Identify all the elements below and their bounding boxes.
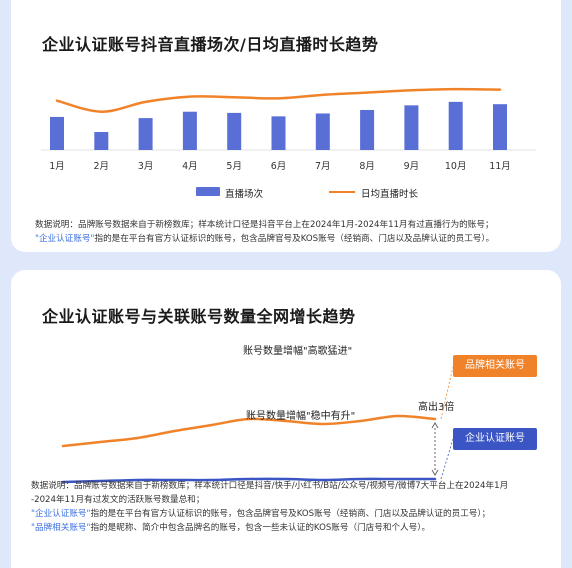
legend-line: [329, 191, 355, 193]
note-line: "品牌相关账号"指的是昵称、简介中包含品牌名的账号，包含一些未认证的KOS账号（…: [31, 521, 556, 535]
series-line: [55, 87, 502, 113]
bar: [360, 109, 375, 150]
data-note: 数据说明：品牌账号数据来自于新榜数库；样本统计口径是抖音/快手/小红书/B站/公…: [31, 479, 556, 535]
x-tick-label: 2月: [94, 161, 110, 172]
note-text: 指的是在平台有官方认证标识的账号，包含品牌官号及KOS账号（经销商、门店以及品牌…: [94, 234, 495, 244]
ratio-arrow-head: [431, 422, 439, 429]
note-text: 指的是昵称、简介中包含品牌名的账号，包含一些未认证的KOS账号（门店号和个人号）…: [90, 523, 431, 533]
series-line-enterprise: [61, 477, 437, 484]
bar: [493, 104, 507, 150]
annotation-ratio: 高出3倍: [418, 402, 455, 413]
note-highlight: "品牌相关账号": [31, 523, 91, 533]
bar: [50, 116, 64, 150]
note-highlight: "企业认证账号": [35, 234, 95, 244]
bar: [182, 111, 197, 150]
x-tick-label: 3月: [138, 161, 154, 172]
x-tick-label: 4月: [182, 161, 198, 172]
note-highlight: "企业认证账号": [31, 509, 91, 519]
bar: [94, 132, 109, 150]
x-tick-label: 9月: [404, 161, 420, 172]
note-line: 数据说明：品牌账号数据来自于新榜数库；样本统计口径是抖音平台上在2024年1月-…: [35, 220, 494, 230]
bar: [227, 112, 242, 150]
bar: [138, 118, 153, 150]
legend-box-enterprise: 企业认证账号: [453, 428, 537, 450]
legend-line-label: 日均直播时长: [361, 189, 419, 200]
note-line: "企业认证账号"指的是在平台有官方认证标识的账号，包含品牌官号及KOS账号（经销…: [35, 232, 555, 246]
note-line: "企业认证账号"指的是在平台有官方认证标识的账号，包含品牌官号及KOS账号（经销…: [31, 507, 556, 521]
chart-title: 企业认证账号抖音直播场次/日均直播时长趋势: [42, 35, 379, 54]
note-line: 数据说明：品牌账号数据来自于新榜数库；样本统计口径是抖音/快手/小红书/B站/公…: [31, 481, 509, 491]
x-tick-label: 11月: [489, 161, 511, 172]
x-tick-label: 1月: [49, 161, 65, 172]
x-tick-label: 6月: [271, 161, 287, 172]
annotation-bottom: 账号数量增幅"稳中有升": [246, 411, 356, 422]
legend-box-brand-related: 品牌相关账号: [453, 355, 537, 377]
legend-bar-label: 直播场次: [225, 189, 264, 200]
annotation-top: 账号数量增幅"高歌猛进": [243, 346, 353, 357]
data-note: 数据说明：品牌账号数据来自于新榜数库；样本统计口径是抖音平台上在2024年1月-…: [35, 218, 555, 246]
connector-line: [440, 438, 454, 480]
legend-bar: [196, 187, 220, 196]
note-line: -2024年11月有过发文的活跃账号数量总和；: [31, 495, 205, 505]
x-tick-label: 8月: [359, 161, 375, 172]
bar: [404, 105, 419, 150]
x-tick-label: 5月: [226, 161, 242, 172]
x-tick-label: 7月: [315, 161, 331, 172]
chart-card-live: 企业认证账号抖音直播场次/日均直播时长趋势 1月 2月 3月 4月 5月 6月 7月 8月 9月…: [11, 0, 561, 252]
x-tick-label: 10月: [445, 161, 467, 172]
chart-card-accounts: 企业认证账号与关联账号数量全网增长趋势 1月2月3月4月5月6月7月8月9月10…: [11, 270, 561, 568]
bar: [448, 101, 463, 150]
connector-line: [440, 366, 454, 420]
note-text: 指的是在平台有官方认证标识的账号，包含品牌官号及KOS账号（经销商、门店以及品牌…: [90, 509, 491, 519]
series-line-brand-related: [61, 414, 437, 448]
ratio-arrow-head: [431, 469, 439, 476]
chart-title: 企业认证账号与关联账号数量全网增长趋势: [42, 307, 356, 326]
live-chart: 1月 2月 3月 4月 5月 6月 7月 8月 9月 10月 11月: [41, 87, 536, 172]
bar: [271, 116, 286, 150]
bar: [315, 113, 330, 150]
